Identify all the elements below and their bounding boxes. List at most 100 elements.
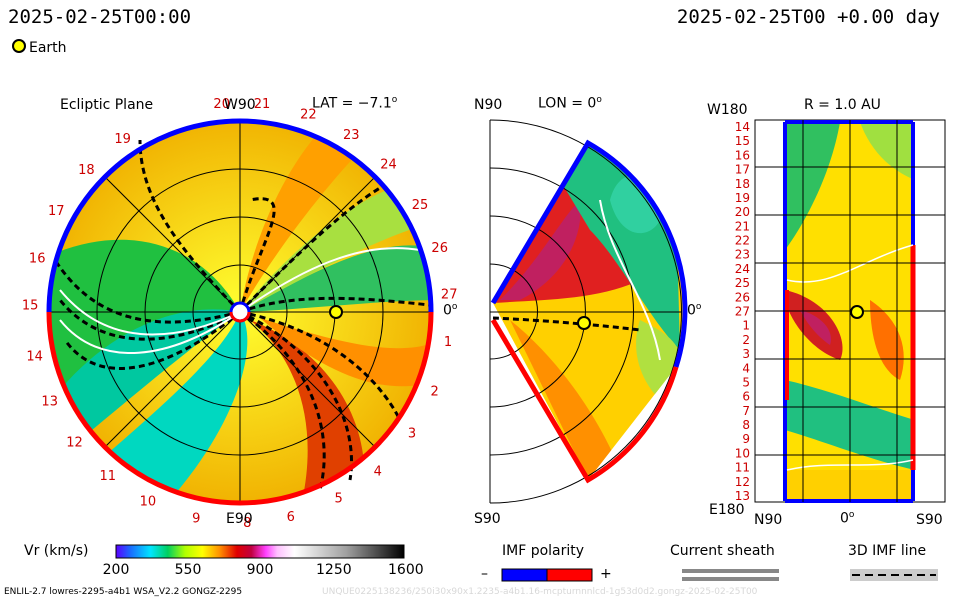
earth-marker-meridional <box>577 316 591 330</box>
lat-degree: o <box>391 95 398 105</box>
carrington-label: 4 <box>374 465 382 480</box>
radial-y-label: 9 <box>742 432 750 446</box>
imf-plus-swatch <box>546 568 593 582</box>
radial-y-label: 23 <box>735 248 750 262</box>
carrington-label: 19 <box>114 132 131 147</box>
ecliptic-title: Ecliptic Plane <box>60 97 154 113</box>
radial-y-label: 2 <box>742 333 750 347</box>
radial-y-label: 10 <box>735 446 750 460</box>
radial-y-label: 1 <box>742 319 750 333</box>
radial-y-label: 25 <box>735 276 750 290</box>
carrington-label: 18 <box>78 163 95 178</box>
radial-x-s90: S90 <box>916 512 943 528</box>
footer-left: ENLIL-2.7 lowres-2295-a4b1 WSA_V2.2 GONG… <box>4 587 243 597</box>
radial-y-label: 17 <box>735 163 750 177</box>
radial-y-label: 24 <box>735 262 750 276</box>
carrington-longitude-labels: 20 21222324252627123456891011121314151617… <box>22 97 458 531</box>
radial-y-label: 16 <box>735 148 750 162</box>
sheath-line-1 <box>682 569 779 573</box>
lon-degree: o <box>596 95 602 105</box>
carrington-label: 3 <box>408 427 416 442</box>
radial-x-n90: N90 <box>754 512 783 528</box>
imf-minus-label: – <box>481 566 488 582</box>
radial-bottom-left: E180 <box>709 502 745 518</box>
imf3d-title: 3D IMF line <box>848 543 927 559</box>
carrington-label: 10 <box>140 495 157 510</box>
radial-x-0-degree: o <box>848 510 855 520</box>
radial-y-label: 3 <box>742 347 750 361</box>
ecliptic-right-value: 0 <box>443 302 452 319</box>
lon-value: LON = 0 <box>538 95 597 112</box>
earth-marker-icon <box>12 39 26 53</box>
radial-top-left: W180 <box>707 102 748 118</box>
vr-tick-label: 1600 <box>388 562 424 578</box>
radial-y-label: 12 <box>735 475 750 489</box>
vr-label: Vr (km/s) <box>24 543 89 559</box>
carrington-label: 13 <box>41 395 58 410</box>
vr-tick-label: 200 <box>102 562 130 578</box>
radial-y-label: 4 <box>742 361 750 375</box>
carrington-label: 26 <box>431 241 448 256</box>
imf-title: IMF polarity <box>502 543 585 559</box>
earth-legend-label: Earth <box>29 40 67 56</box>
lon-label: LON = 0o <box>538 95 602 112</box>
radial-x-0-value: 0 <box>840 510 849 527</box>
radial-y-label: 7 <box>742 404 750 418</box>
vr-tick-label: 900 <box>246 562 274 578</box>
ecliptic-bottom-label: E90 <box>226 511 253 527</box>
carrington-label: 24 <box>380 158 397 173</box>
ecliptic-rim-red <box>46 311 434 506</box>
carrington-label: 15 <box>22 299 39 314</box>
footer-right: UNQUE0225138236/250i30x90x1.2235-a4b1.16… <box>322 587 758 597</box>
timestamp: 2025-02-25T00:00 <box>8 6 192 28</box>
meridional-right-label: 0o <box>687 302 701 319</box>
radial-y-label: 5 <box>742 376 750 390</box>
meridional-right-degree: o <box>695 302 702 312</box>
radial-y-labels: 1415161718192021222324252627123456789101… <box>735 120 750 503</box>
carrington-label: 16 <box>29 252 46 267</box>
radial-y-label: 15 <box>735 134 750 148</box>
meridional-top-label: N90 <box>474 97 503 113</box>
radial-y-label: 22 <box>735 234 750 248</box>
carrington-label: 23 <box>343 128 360 143</box>
carrington-label: 12 <box>66 435 83 450</box>
radial-y-label: 14 <box>735 120 750 134</box>
carrington-label: 25 <box>412 198 429 213</box>
carrington-label: 11 <box>100 469 117 484</box>
lat-value: LAT = −7.1 <box>312 95 392 112</box>
carrington-label: 9 <box>192 511 200 526</box>
radial-x-0: 0o <box>840 510 854 527</box>
meridional-plane <box>489 119 688 504</box>
imf-plus-label: + <box>600 566 612 582</box>
ecliptic-top-label: W90 <box>224 97 256 113</box>
radial-y-label: 21 <box>735 219 750 233</box>
earth-marker-radial <box>850 305 864 319</box>
radial-y-label: 20 <box>735 205 750 219</box>
carrington-label: 14 <box>26 350 43 365</box>
radial-y-label: 19 <box>735 191 750 205</box>
earth-marker-ecliptic <box>329 305 343 319</box>
vr-tick-label: 1250 <box>316 562 352 578</box>
radial-title: R = 1.0 AU <box>804 97 881 113</box>
ecliptic-right-degree: o <box>451 302 458 312</box>
ecliptic-right-label: 0o <box>443 302 457 319</box>
carrington-label: 17 <box>48 204 65 219</box>
carrington-label: 27 <box>441 288 458 303</box>
sheath-line-2 <box>682 577 779 581</box>
meridional-bottom-label: S90 <box>474 511 501 527</box>
run-time: 2025-02-25T00 +0.00 day <box>676 6 940 28</box>
carrington-label: 5 <box>334 491 342 506</box>
radial-map: 1415161718192021222324252627123456789101… <box>735 119 946 503</box>
ecliptic-rim-blue <box>46 118 434 313</box>
carrington-label: 1 <box>444 335 452 350</box>
carrington-label: 6 <box>287 510 295 525</box>
carrington-label: 2 <box>431 385 439 400</box>
earth-legend: Earth <box>12 39 67 56</box>
carrington-label: 21 <box>254 97 271 112</box>
carrington-label: 20 <box>213 97 230 112</box>
radial-y-label: 11 <box>735 461 750 475</box>
ecliptic-plane: 20 21222324252627123456891011121314151617… <box>22 97 458 531</box>
sheath-title: Current sheath <box>670 543 775 559</box>
lat-label: LAT = −7.1o <box>312 95 397 112</box>
